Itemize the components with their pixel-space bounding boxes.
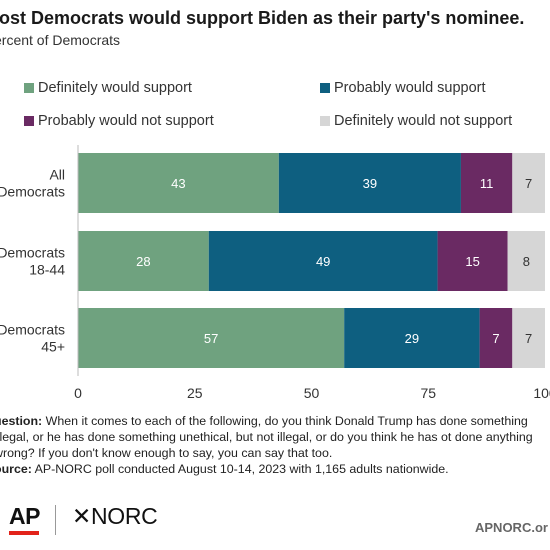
legend-item-definitely-support: Definitely would support bbox=[24, 80, 192, 96]
category-label: 18-44 bbox=[29, 262, 65, 278]
bar-segment bbox=[512, 153, 545, 213]
legend-swatch bbox=[320, 116, 330, 126]
site-url[interactable]: APNORC.or bbox=[475, 520, 548, 535]
bar-value-label: 39 bbox=[363, 176, 377, 191]
bar-value-label: 7 bbox=[525, 331, 532, 346]
category-label: All bbox=[49, 167, 65, 183]
bar-value-label: 49 bbox=[316, 254, 330, 269]
category-label: Democrats bbox=[0, 245, 65, 261]
bar-segment bbox=[479, 308, 513, 368]
x-tick-label: 25 bbox=[187, 385, 203, 401]
bar-value-label: 15 bbox=[465, 254, 479, 269]
legend-label: Definitely would not support bbox=[334, 113, 513, 129]
category-label: 45+ bbox=[41, 339, 65, 355]
bar-segment bbox=[208, 231, 438, 291]
ap-logo: AP bbox=[9, 503, 40, 529]
source-label: ource: bbox=[0, 462, 32, 476]
legend-swatch bbox=[24, 83, 34, 93]
legend-item-definitely-not-support: Definitely would not support bbox=[320, 113, 512, 129]
x-tick-label: 50 bbox=[304, 385, 320, 401]
chart-title: lost Democrats would support Biden as th… bbox=[0, 8, 525, 28]
legend-label: Probably would not support bbox=[38, 113, 214, 129]
bar-segment bbox=[437, 231, 508, 291]
bar-value-label: 11 bbox=[480, 176, 494, 191]
bar-value-label: 57 bbox=[204, 331, 218, 346]
bar-value-label: 7 bbox=[525, 176, 532, 191]
bar-value-label: 7 bbox=[492, 331, 499, 346]
norc-logo: ✕NORC bbox=[72, 503, 158, 529]
logo-divider bbox=[55, 505, 56, 535]
question-label: uestion: bbox=[0, 414, 43, 428]
category-label: Democrats bbox=[0, 322, 65, 338]
bar-value-label: 28 bbox=[136, 254, 150, 269]
x-tick-label: 100 bbox=[533, 385, 550, 401]
bar-segment bbox=[78, 308, 345, 368]
legend-item-probably-not-support: Probably would not support bbox=[24, 113, 214, 129]
legend-swatch bbox=[320, 83, 330, 93]
x-tick-label: 75 bbox=[420, 385, 436, 401]
bar-segment bbox=[278, 153, 461, 213]
legend-swatch bbox=[24, 116, 34, 126]
bar-value-label: 8 bbox=[523, 254, 530, 269]
bar-segment bbox=[78, 153, 279, 213]
category-label: Democrats bbox=[0, 184, 65, 200]
chart-subtitle: ercent of Democrats bbox=[0, 32, 121, 48]
bar-segment bbox=[78, 231, 209, 291]
legend-label: Definitely would support bbox=[38, 80, 192, 96]
footnote: uestion: When it comes to each of the fo… bbox=[0, 413, 550, 477]
x-tick-label: 0 bbox=[74, 385, 82, 401]
question-text: When it comes to each of the following, … bbox=[0, 414, 533, 460]
bar-segment bbox=[512, 308, 545, 368]
ap-logo-underline bbox=[9, 531, 39, 535]
legend-item-probably-support: Probably would support bbox=[320, 80, 486, 96]
bar-value-label: 43 bbox=[171, 176, 185, 191]
bar-segment bbox=[344, 308, 480, 368]
bar-value-label: 29 bbox=[405, 331, 419, 346]
bar-segment bbox=[460, 153, 513, 213]
legend-label: Probably would support bbox=[334, 80, 486, 96]
source-text: AP-NORC poll conducted August 10-14, 202… bbox=[31, 462, 449, 476]
bar-segment bbox=[507, 231, 545, 291]
